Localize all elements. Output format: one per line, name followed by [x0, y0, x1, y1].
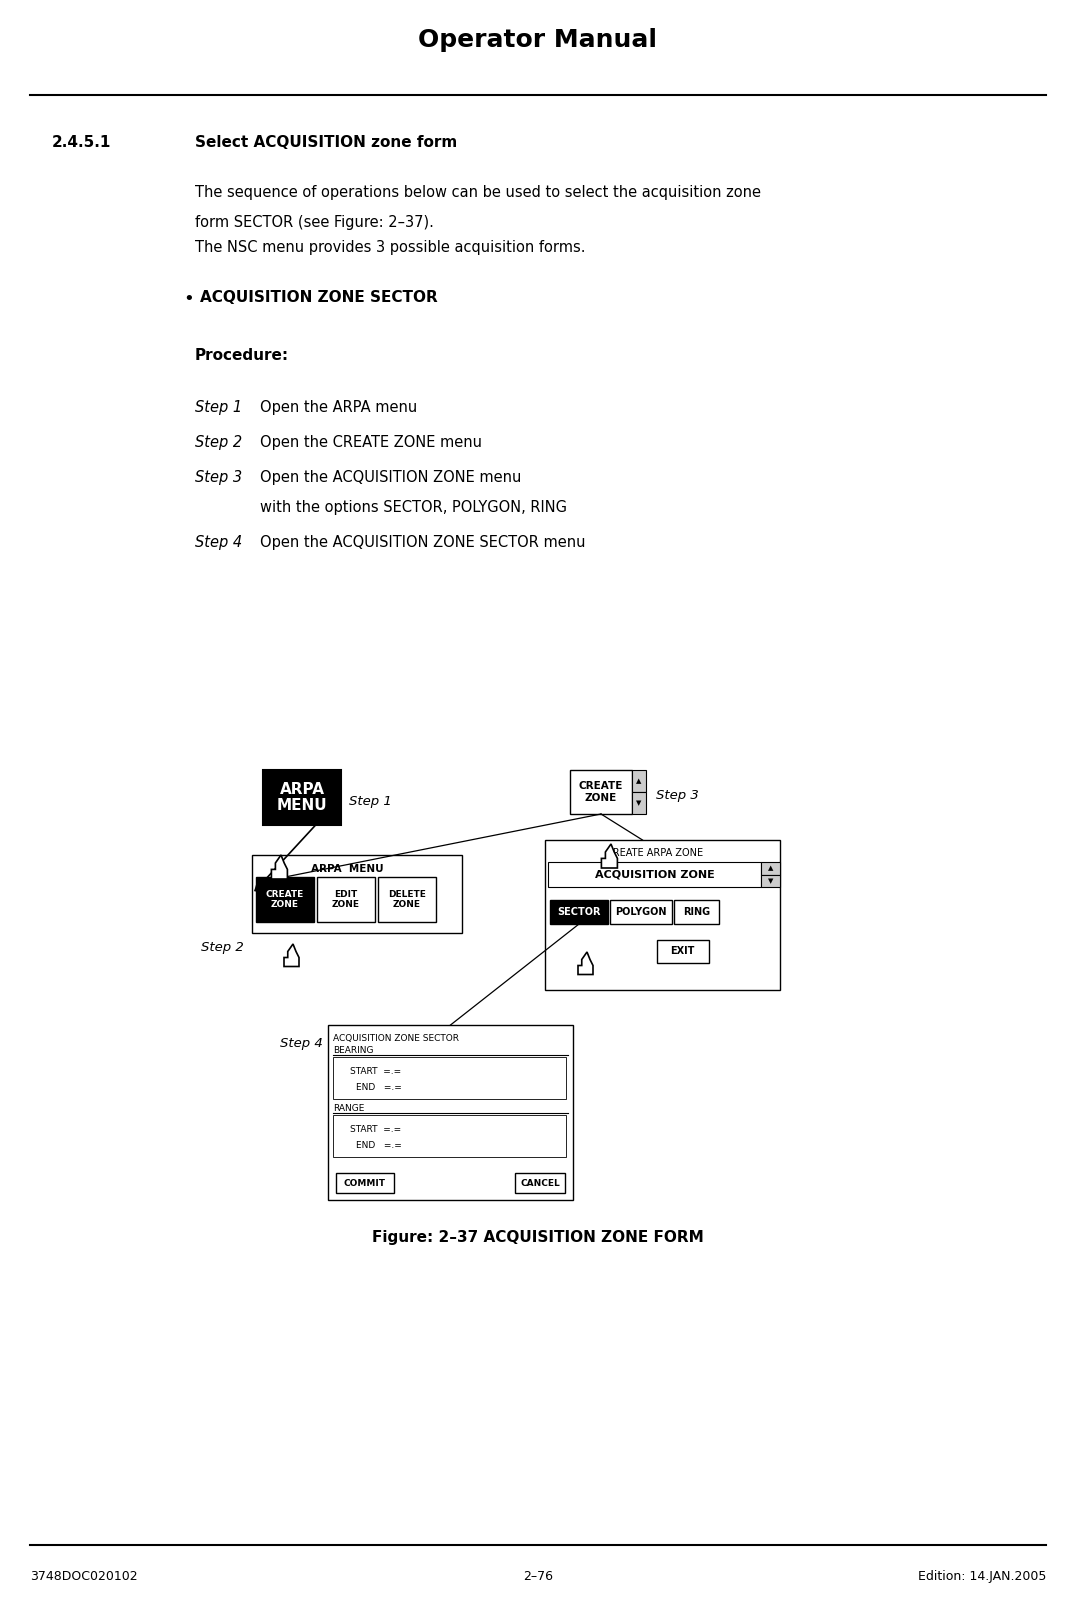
Text: Open the ACQUISITION ZONE SECTOR menu: Open the ACQUISITION ZONE SECTOR menu — [260, 535, 585, 549]
Text: Step 4: Step 4 — [280, 1036, 323, 1049]
Text: EDIT
ZONE: EDIT ZONE — [332, 890, 360, 909]
Text: Step 2: Step 2 — [201, 941, 244, 953]
Text: Edition: 14.JAN.2005: Edition: 14.JAN.2005 — [918, 1570, 1046, 1583]
Text: •: • — [183, 291, 194, 308]
Text: The sequence of operations below can be used to select the acquisition zone: The sequence of operations below can be … — [195, 185, 761, 200]
Text: Step 2: Step 2 — [195, 434, 242, 450]
Text: Open the ARPA menu: Open the ARPA menu — [260, 399, 417, 415]
Text: CREATE
ZONE: CREATE ZONE — [266, 890, 305, 909]
Bar — [548, 862, 761, 886]
Bar — [378, 877, 436, 921]
Text: 3748DOC020102: 3748DOC020102 — [30, 1570, 138, 1583]
Bar — [252, 854, 462, 933]
Text: Step 1: Step 1 — [195, 399, 242, 415]
Bar — [317, 877, 376, 921]
Text: form SECTOR (see Figure: 2–37).: form SECTOR (see Figure: 2–37). — [195, 216, 434, 230]
Text: Procedure:: Procedure: — [195, 348, 289, 363]
Text: Step 4: Step 4 — [195, 535, 242, 549]
Bar — [761, 875, 780, 886]
Bar — [328, 1025, 574, 1199]
Polygon shape — [284, 944, 299, 966]
Text: Step 3: Step 3 — [195, 470, 242, 485]
Bar — [632, 770, 646, 792]
Text: END   =.=: END =.= — [356, 1140, 401, 1150]
Text: ARPA  MENU: ARPA MENU — [311, 864, 383, 874]
Text: ▲: ▲ — [636, 778, 641, 784]
Text: Open the ACQUISITION ZONE menu: Open the ACQUISITION ZONE menu — [260, 470, 522, 485]
Text: START  =.=: START =.= — [350, 1067, 401, 1076]
Text: ▼: ▼ — [636, 800, 641, 806]
Polygon shape — [601, 843, 618, 869]
Bar — [761, 862, 780, 875]
Bar — [546, 840, 780, 990]
Text: COMMIT: COMMIT — [344, 1179, 386, 1188]
Bar — [550, 901, 608, 925]
Bar — [570, 770, 632, 814]
Text: CANCEL: CANCEL — [520, 1179, 560, 1188]
Text: Step 3: Step 3 — [656, 789, 698, 803]
Text: ▲: ▲ — [768, 866, 774, 872]
Text: POLYGON: POLYGON — [615, 907, 667, 917]
Text: CREATE ARPA ZONE: CREATE ARPA ZONE — [606, 848, 703, 858]
Bar — [610, 901, 672, 925]
Text: Select ACQUISITION zone form: Select ACQUISITION zone form — [195, 136, 457, 150]
Bar — [515, 1174, 565, 1193]
Bar — [632, 792, 646, 814]
Bar — [263, 770, 341, 826]
Text: with the options SECTOR, POLYGON, RING: with the options SECTOR, POLYGON, RING — [260, 500, 567, 514]
Bar — [674, 901, 719, 925]
Text: EXIT: EXIT — [670, 945, 695, 957]
Bar — [332, 1057, 566, 1099]
Text: ACQUISITION ZONE SECTOR: ACQUISITION ZONE SECTOR — [332, 1033, 459, 1043]
Text: START  =.=: START =.= — [350, 1126, 401, 1134]
Text: The NSC menu provides 3 possible acquisition forms.: The NSC menu provides 3 possible acquisi… — [195, 240, 585, 256]
Text: 2–76: 2–76 — [523, 1570, 553, 1583]
Text: Figure: 2–37 ACQUISITION ZONE FORM: Figure: 2–37 ACQUISITION ZONE FORM — [372, 1230, 704, 1246]
Polygon shape — [578, 952, 593, 974]
Text: ACQUISITION ZONE: ACQUISITION ZONE — [595, 869, 714, 880]
Text: ACQUISITION ZONE SECTOR: ACQUISITION ZONE SECTOR — [200, 291, 438, 305]
Bar — [336, 1174, 394, 1193]
Text: RANGE: RANGE — [332, 1104, 365, 1113]
Text: DELETE
ZONE: DELETE ZONE — [388, 890, 426, 909]
Text: CREATE
ZONE: CREATE ZONE — [579, 781, 623, 803]
Bar — [332, 1115, 566, 1156]
Text: Open the CREATE ZONE menu: Open the CREATE ZONE menu — [260, 434, 482, 450]
Bar — [256, 877, 314, 921]
Polygon shape — [271, 854, 287, 878]
Text: RING: RING — [683, 907, 710, 917]
Text: SECTOR: SECTOR — [557, 907, 600, 917]
Text: ▼: ▼ — [768, 878, 774, 883]
Text: 2.4.5.1: 2.4.5.1 — [52, 136, 112, 150]
Bar — [656, 941, 708, 963]
Text: Operator Manual: Operator Manual — [419, 29, 657, 53]
Text: ARPA
MENU: ARPA MENU — [277, 781, 327, 813]
Text: Step 1: Step 1 — [349, 795, 392, 808]
Text: BEARING: BEARING — [332, 1046, 373, 1056]
Text: END   =.=: END =.= — [356, 1083, 401, 1091]
